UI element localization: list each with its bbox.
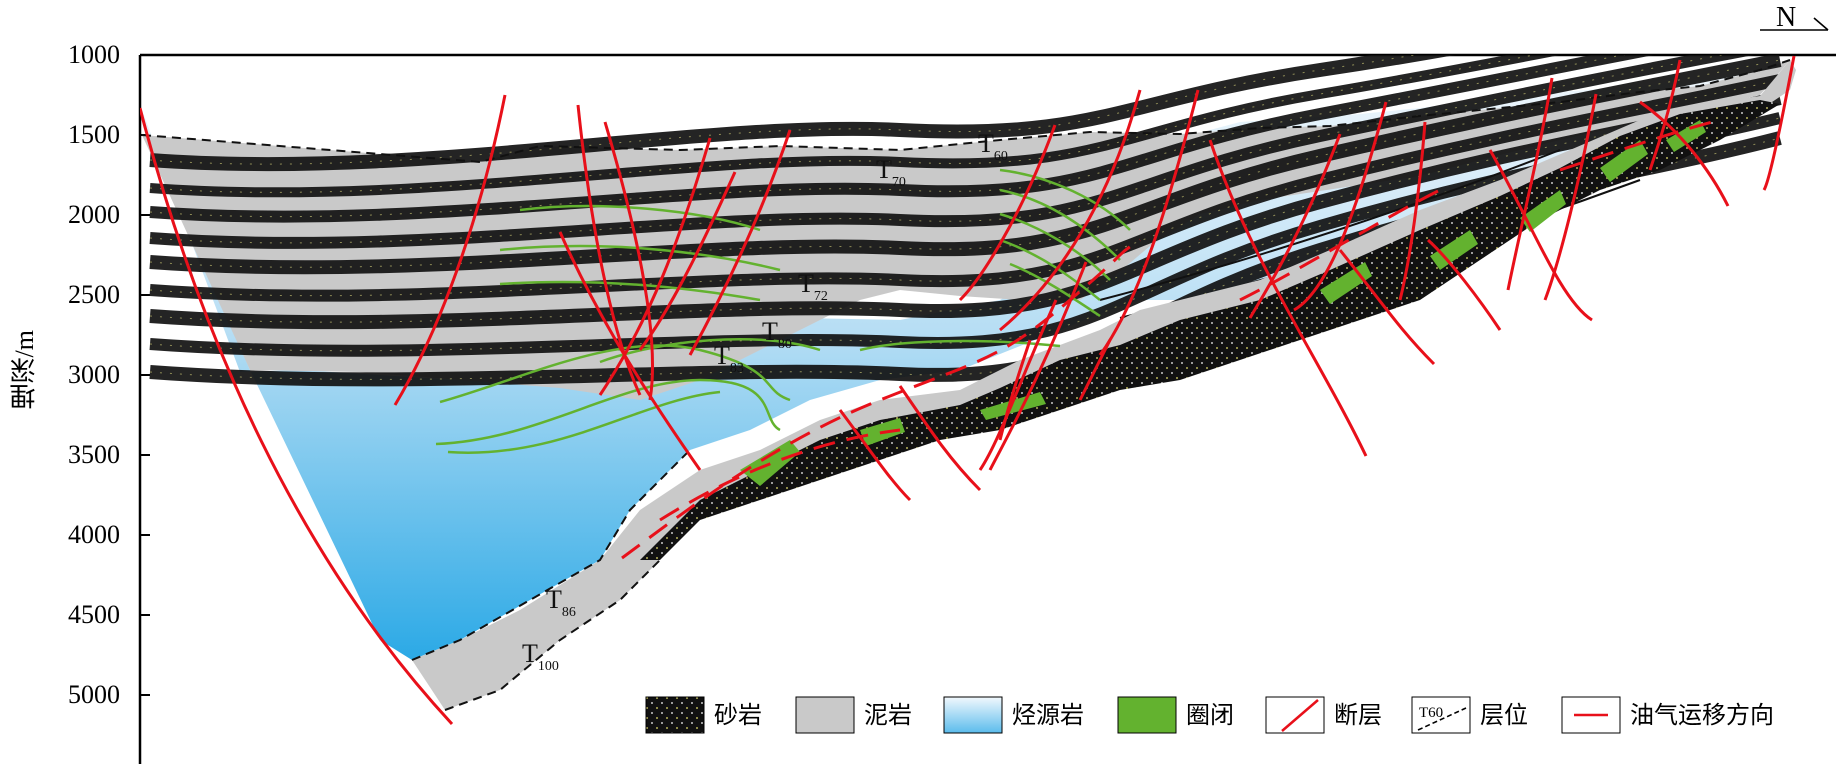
sandstone-layer bbox=[149, 55, 1456, 172]
fault-line bbox=[958, 124, 1057, 302]
migration-paths bbox=[621, 118, 1721, 560]
fault-line bbox=[598, 137, 712, 396]
north-label: N bbox=[1776, 2, 1797, 33]
migration-path bbox=[659, 428, 901, 522]
y-tick-4500: 4500 bbox=[68, 600, 120, 629]
north-arrow-icon bbox=[1760, 17, 1829, 31]
y-tick-2000: 2000 bbox=[68, 200, 120, 229]
y-tick-2500: 2500 bbox=[68, 280, 120, 309]
fault-line bbox=[140, 107, 454, 726]
deep-sandstone-wedge bbox=[640, 100, 1780, 560]
sandstone-layer bbox=[149, 74, 1782, 302]
legend-label-fault: 断层 bbox=[1334, 701, 1382, 729]
fault-line bbox=[1098, 89, 1200, 356]
horizon-label-t83: T83 bbox=[714, 341, 744, 376]
green-interbed bbox=[519, 204, 761, 232]
fault-line bbox=[1639, 100, 1730, 207]
fault-line bbox=[898, 385, 982, 492]
y-tick-1000: 1000 bbox=[68, 40, 120, 69]
fault-line bbox=[1398, 121, 1427, 301]
fault-line bbox=[576, 104, 642, 396]
green-interbed bbox=[999, 168, 1131, 231]
fault-line bbox=[1762, 55, 1796, 191]
fault-line bbox=[638, 171, 737, 351]
migration-path bbox=[1559, 118, 1721, 172]
thin-layer-line bbox=[1099, 149, 1561, 301]
sandstone-layer bbox=[149, 91, 1782, 330]
fault-line bbox=[558, 231, 702, 471]
green-interbed bbox=[447, 390, 721, 454]
legend-horizon-swatch-text: T60 bbox=[1419, 705, 1443, 721]
legend-label-horizon: 层位 bbox=[1480, 701, 1528, 729]
horizon-label-t72: T72 bbox=[798, 269, 828, 304]
y-tick-5000: 5000 bbox=[68, 680, 120, 709]
fault-line bbox=[1488, 149, 1593, 322]
y-axis-ticks bbox=[140, 54, 150, 696]
y-tick-4000: 4000 bbox=[68, 520, 120, 549]
green-interbed bbox=[999, 238, 1101, 301]
y-tick-1500: 1500 bbox=[68, 120, 120, 149]
fault-line bbox=[1248, 133, 1342, 319]
legend-fault-icon bbox=[1281, 699, 1319, 732]
fault-line bbox=[988, 261, 1088, 471]
y-tick-3000: 3000 bbox=[68, 360, 120, 389]
fault-line bbox=[1078, 339, 1112, 401]
legend-label-mudstone: 泥岩 bbox=[864, 701, 912, 729]
migration-path bbox=[621, 238, 1141, 560]
fault-line bbox=[978, 299, 1058, 471]
fault-line bbox=[1293, 101, 1388, 312]
source-interbeds bbox=[435, 168, 1131, 454]
fault-line bbox=[1543, 93, 1598, 301]
horizon-labels: T60 T70 T72 T80 T83 T86 T100 bbox=[522, 129, 1008, 674]
legend-swatch-sandstone bbox=[645, 696, 705, 734]
horizon-label-t100: T100 bbox=[522, 639, 559, 674]
sandstone-layer bbox=[149, 55, 1754, 249]
fault-line bbox=[393, 94, 507, 406]
legend-swatch-horizon bbox=[1411, 696, 1471, 734]
green-interbed bbox=[859, 339, 1061, 352]
green-interbed bbox=[435, 378, 781, 446]
sandstone-layer bbox=[149, 55, 1561, 198]
legend-swatch-trap bbox=[1117, 696, 1177, 734]
horizon-lines bbox=[141, 59, 1791, 711]
green-interbed bbox=[499, 280, 761, 302]
green-interbed bbox=[1009, 262, 1101, 318]
migration-path bbox=[1239, 188, 1441, 302]
green-interbed bbox=[439, 344, 791, 404]
horizon-label-t70: T70 bbox=[876, 155, 906, 190]
horizon-label-t86: T86 bbox=[546, 585, 576, 620]
fault-line bbox=[838, 409, 912, 502]
horizon-label-t60: T60 bbox=[978, 129, 1008, 164]
fault-line bbox=[1648, 59, 1682, 171]
legend-swatch-mudstone bbox=[795, 696, 855, 734]
fault-line bbox=[688, 129, 792, 356]
horizon-label-t80: T80 bbox=[762, 317, 792, 352]
legend-horizon-icon bbox=[1417, 707, 1467, 731]
sandstone-layer bbox=[149, 55, 1655, 223]
y-tick-3500: 3500 bbox=[68, 440, 120, 469]
legend-label-source-rock: 烃源岩 bbox=[1012, 701, 1084, 729]
fault-line bbox=[999, 89, 1142, 332]
fault-line bbox=[1426, 238, 1502, 331]
fault-line bbox=[1338, 249, 1436, 366]
faults bbox=[140, 55, 1796, 726]
legend-swatch-source-rock bbox=[943, 696, 1003, 734]
fault-line bbox=[1208, 139, 1368, 457]
legend-label-trap: 圈闭 bbox=[1186, 701, 1234, 729]
legend-label-migration: 油气运移方向 bbox=[1630, 701, 1774, 729]
legend-swatches bbox=[645, 696, 1621, 734]
fault-line bbox=[998, 339, 1032, 441]
green-interbed bbox=[999, 188, 1121, 261]
sandstone-layer bbox=[149, 55, 1782, 275]
fault-line bbox=[603, 121, 655, 401]
fault-line bbox=[1506, 77, 1554, 291]
green-interbed bbox=[499, 244, 781, 272]
legend-label-sandstone: 砂岩 bbox=[714, 701, 762, 729]
